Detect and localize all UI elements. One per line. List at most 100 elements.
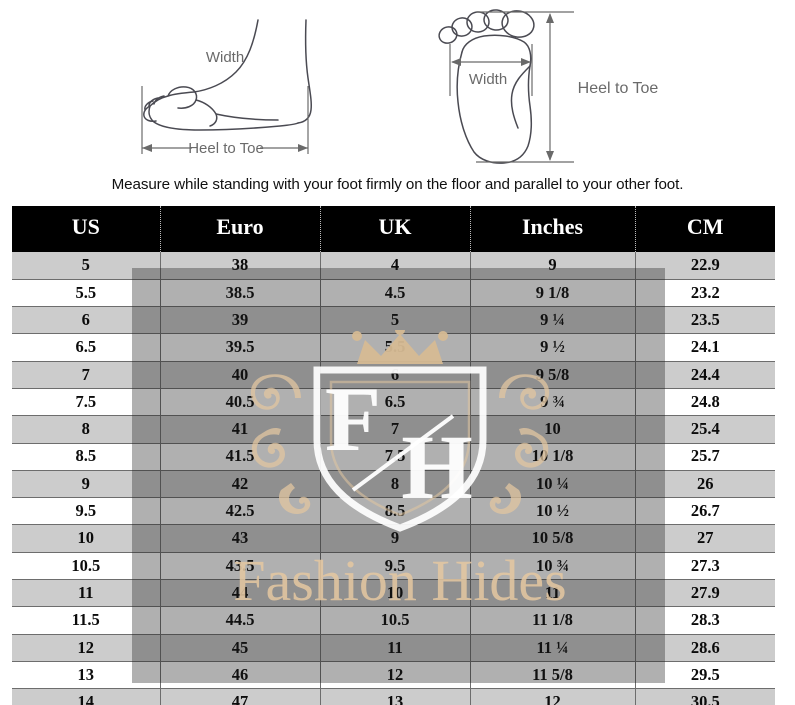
cell-uk: 4	[320, 252, 471, 280]
table-body: 5 38 4 9 22.9 5.5 38.5 4.5 9 1/8 23.2 6 39 5 9 ¼ 23.5 6…	[12, 252, 775, 705]
cell-uk: 9	[320, 524, 471, 553]
cell-inches: 10 5/8	[470, 524, 636, 553]
cell-cm: 23.2	[635, 279, 775, 308]
cell-us: 8	[12, 415, 161, 444]
cell-cm: 26	[635, 470, 775, 499]
cell-euro: 38.5	[160, 279, 321, 308]
size-chart-table-container: US Euro UK Inches CM 5 38 4 9 22.9 5.5 38.5 4.5…	[12, 206, 775, 705]
cell-inches: 9 1/8	[470, 279, 636, 308]
cell-uk: 8	[320, 470, 471, 499]
foot-measurement-diagrams: Width Heel to Toe	[0, 0, 795, 205]
cell-uk: 9.5	[320, 552, 471, 581]
table-row: 9 42 8 10 ¼ 26	[12, 470, 775, 499]
table-row: 8.5 41.5 7.5 10 1/8 25.7	[12, 443, 775, 471]
cell-us: 5.5	[12, 279, 161, 308]
cell-us: 9.5	[12, 497, 161, 526]
cell-cm: 26.7	[635, 497, 775, 526]
cell-uk: 7	[320, 415, 471, 444]
cell-inches: 10 ¼	[470, 470, 636, 499]
cell-euro: 45	[160, 634, 321, 662]
cell-uk: 7.5	[320, 443, 471, 471]
cell-cm: 24.1	[635, 333, 775, 362]
cell-euro: 42.5	[160, 497, 321, 526]
cell-inches: 9 5/8	[470, 361, 636, 389]
cell-uk: 12	[320, 661, 471, 690]
cell-euro: 39.5	[160, 333, 321, 362]
table-row: 7.5 40.5 6.5 9 ¾ 24.8	[12, 388, 775, 417]
cell-uk: 4.5	[320, 279, 471, 308]
column-header-cm: CM	[635, 206, 775, 252]
top-heel-to-toe-label: Heel to Toe	[578, 80, 659, 97]
column-header-euro: Euro	[160, 206, 321, 252]
cell-us: 8.5	[12, 443, 161, 471]
column-header-us: US	[12, 206, 161, 252]
cell-us: 7.5	[12, 388, 161, 417]
table-row: 14 47 13 12 30.5	[12, 688, 775, 705]
cell-inches: 10 ¾	[470, 552, 636, 581]
foot-top-view-diagram: Width Heel to Toe	[418, 0, 693, 172]
cell-us: 6	[12, 306, 161, 335]
cell-inches: 9 ¼	[470, 306, 636, 335]
cell-cm: 27.9	[635, 579, 775, 608]
cell-inches: 11 1/8	[470, 606, 636, 635]
cell-euro: 40.5	[160, 388, 321, 417]
cell-us: 6.5	[12, 333, 161, 362]
cell-cm: 22.9	[635, 252, 775, 280]
cell-euro: 44.5	[160, 606, 321, 635]
cell-uk: 8.5	[320, 497, 471, 526]
top-width-label: Width	[469, 71, 507, 88]
cell-cm: 25.4	[635, 415, 775, 444]
table-row: 5.5 38.5 4.5 9 1/8 23.2	[12, 279, 775, 308]
cell-uk: 6.5	[320, 388, 471, 417]
cell-uk: 5	[320, 306, 471, 335]
cell-inches: 11 5/8	[470, 661, 636, 690]
cell-uk: 10.5	[320, 606, 471, 635]
cell-cm: 29.5	[635, 661, 775, 690]
table-row: 6 39 5 9 ¼ 23.5	[12, 306, 775, 335]
table-header: US Euro UK Inches CM	[12, 206, 775, 252]
cell-inches: 11 ¼	[470, 634, 636, 662]
cell-cm: 23.5	[635, 306, 775, 335]
cell-euro: 39	[160, 306, 321, 335]
cell-euro: 42	[160, 470, 321, 499]
cell-inches: 9 ½	[470, 333, 636, 362]
column-header-uk: UK	[320, 206, 471, 252]
cell-inches: 9 ¾	[470, 388, 636, 417]
cell-uk: 13	[320, 688, 471, 705]
cell-uk: 6	[320, 361, 471, 389]
cell-uk: 5.5	[320, 333, 471, 362]
cell-us: 10	[12, 524, 161, 553]
cell-us: 12	[12, 634, 161, 662]
cell-uk: 10	[320, 579, 471, 608]
table-row: 10 43 9 10 5/8 27	[12, 524, 775, 553]
cell-euro: 43.5	[160, 552, 321, 581]
cell-us: 11.5	[12, 606, 161, 635]
cell-cm: 24.8	[635, 388, 775, 417]
cell-euro: 41	[160, 415, 321, 444]
table-row: 9.5 42.5 8.5 10 ½ 26.7	[12, 497, 775, 526]
side-width-label: Width	[206, 49, 244, 66]
cell-euro: 41.5	[160, 443, 321, 471]
cell-cm: 27	[635, 524, 775, 553]
cell-euro: 43	[160, 524, 321, 553]
cell-cm: 24.4	[635, 361, 775, 389]
cell-inches: 9	[470, 252, 636, 280]
foot-side-view-diagram: Width Heel to Toe	[108, 2, 398, 172]
cell-inches: 11	[470, 579, 636, 608]
table-row: 6.5 39.5 5.5 9 ½ 24.1	[12, 333, 775, 362]
cell-us: 7	[12, 361, 161, 389]
table-row: 11 44 10 11 27.9	[12, 579, 775, 608]
table-row: 8 41 7 10 25.4	[12, 415, 775, 444]
cell-cm: 27.3	[635, 552, 775, 581]
side-heel-to-toe-label: Heel to Toe	[188, 140, 264, 157]
table-row: 5 38 4 9 22.9	[12, 252, 775, 280]
cell-uk: 11	[320, 634, 471, 662]
cell-inches: 10 ½	[470, 497, 636, 526]
table-row: 12 45 11 11 ¼ 28.6	[12, 634, 775, 662]
cell-inches: 10 1/8	[470, 443, 636, 471]
cell-us: 10.5	[12, 552, 161, 581]
cell-euro: 38	[160, 252, 321, 280]
cell-euro: 46	[160, 661, 321, 690]
table-row: 10.5 43.5 9.5 10 ¾ 27.3	[12, 552, 775, 581]
